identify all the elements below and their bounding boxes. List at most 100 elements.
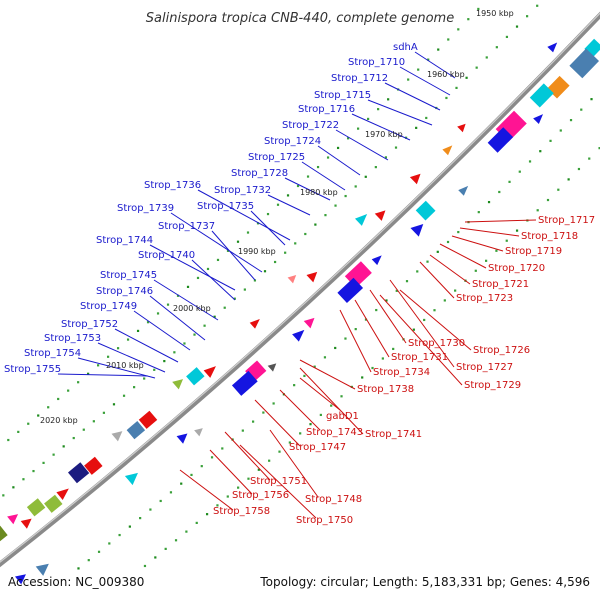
leader-line <box>211 230 256 281</box>
gene-label[interactable]: Strop_1744 <box>96 235 153 246</box>
gene-block <box>337 277 364 303</box>
gene-feature <box>533 114 544 125</box>
tick-dot <box>139 516 142 520</box>
tick-dot <box>477 7 480 11</box>
tick-dot <box>116 347 120 350</box>
gene-label[interactable]: Strop_1756 <box>232 490 289 501</box>
gene-label[interactable]: Strop_1738 <box>357 384 414 395</box>
gene-label[interactable]: Strop_1750 <box>296 515 353 526</box>
leader-line <box>399 289 472 351</box>
gene-feature <box>487 127 514 153</box>
gene-label[interactable]: Strop_1728 <box>231 168 288 179</box>
gene-label[interactable]: Strop_1725 <box>248 152 305 163</box>
gene-label[interactable]: Strop_1716 <box>298 104 355 115</box>
gene-label[interactable]: Strop_1729 <box>464 380 521 391</box>
gene-label[interactable]: Strop_1722 <box>282 120 339 131</box>
gene-label[interactable]: Strop_1720 <box>488 263 545 274</box>
gene-feature <box>457 123 466 133</box>
gene-label[interactable]: Strop_1712 <box>331 73 388 84</box>
tick-dot <box>17 430 20 434</box>
gene-label[interactable]: Strop_1727 <box>456 362 513 373</box>
gene-label[interactable]: sdhA <box>393 42 418 53</box>
tick-dot <box>384 156 388 159</box>
tick-dot <box>253 279 257 282</box>
gene-label[interactable]: Strop_1755 <box>4 364 61 375</box>
tick-dot <box>405 280 409 283</box>
gene-label[interactable]: Strop_1752 <box>61 319 118 330</box>
leader-line <box>149 244 236 291</box>
tick-dot <box>284 251 287 254</box>
tick-dot <box>156 312 160 315</box>
tick-dot <box>57 397 60 401</box>
gene-feature <box>44 494 63 513</box>
tick-dot <box>12 486 15 489</box>
tick-dot <box>126 338 130 341</box>
gene-label[interactable]: Strop_1718 <box>521 231 578 242</box>
gene-label[interactable]: Strop_1715 <box>314 90 371 101</box>
tick-dot <box>580 108 583 111</box>
tick-dot <box>190 473 193 477</box>
tick-dot <box>143 377 146 380</box>
gene-label[interactable]: Strop_1740 <box>138 250 195 261</box>
gene-label[interactable]: Strop_1719 <box>505 246 562 257</box>
accession-text: Accession: NC_009380 <box>8 575 144 589</box>
gene-label[interactable]: Strop_1731 <box>391 352 448 363</box>
tick-dot <box>263 270 267 273</box>
gene-label[interactable]: Strop_1736 <box>144 180 201 191</box>
leader-line <box>464 219 537 223</box>
gene-label[interactable]: Strop_1743 <box>306 427 363 438</box>
gene-label[interactable]: Strop_1747 <box>289 442 346 453</box>
tick-dot <box>417 68 420 71</box>
leader-line <box>197 189 291 241</box>
tick-dot <box>367 117 370 121</box>
tick-dot <box>173 351 176 354</box>
tick-dot <box>344 337 347 340</box>
gene-label[interactable]: Strop_1717 <box>538 215 595 226</box>
gene-label[interactable]: Strop_1754 <box>24 348 81 359</box>
gene-label[interactable]: Strop_1734 <box>373 367 430 378</box>
tick-dot <box>166 303 170 306</box>
gene-label[interactable]: Strop_1741 <box>365 429 422 440</box>
gene-label[interactable]: Strop_1739 <box>117 203 174 214</box>
gene-feature <box>20 518 32 529</box>
gene-block <box>569 48 600 79</box>
gene-label[interactable]: Strop_1732 <box>214 185 271 196</box>
leader-line <box>239 444 317 519</box>
tick-dot <box>200 465 203 468</box>
gene-arrow <box>306 271 318 283</box>
tick-dot <box>364 175 367 178</box>
tick-dot <box>32 469 35 473</box>
tick-dot <box>77 567 80 570</box>
tick-dot <box>505 35 509 39</box>
gene-label[interactable]: Strop_1724 <box>264 136 321 147</box>
gene-label[interactable]: Strop_1749 <box>80 301 137 312</box>
scale-tick-label: 2020 kbp <box>40 416 78 425</box>
gene-label[interactable]: Strop_1735 <box>197 201 254 212</box>
tick-dot <box>313 365 316 368</box>
gene-label[interactable]: Strop_1751 <box>250 476 307 487</box>
gene-arrow <box>124 472 138 486</box>
gene-label[interactable]: Strop_1721 <box>472 279 529 290</box>
gene-label[interactable]: Strop_1723 <box>456 293 513 304</box>
gene-label[interactable]: Strop_1746 <box>96 286 153 297</box>
gene-arrow <box>35 563 49 576</box>
gene-label[interactable]: Strop_1737 <box>158 221 215 232</box>
tick-dot <box>273 260 277 264</box>
gene-label[interactable]: Strop_1726 <box>473 345 530 356</box>
gene-label[interactable]: Strop_1753 <box>44 333 101 344</box>
gene-arrow <box>172 379 184 390</box>
gene-label[interactable]: Strop_1758 <box>213 506 270 517</box>
tick-dot <box>454 289 457 292</box>
tick-dot <box>174 539 178 542</box>
gene-label[interactable]: Strop_1748 <box>305 494 362 505</box>
tick-dot <box>465 76 468 79</box>
gene-label[interactable]: gabD1 <box>326 411 359 422</box>
gene-label[interactable]: Strop_1710 <box>348 57 405 68</box>
genome-backbone <box>0 11 600 568</box>
gene-label[interactable]: Strop_1730 <box>408 338 465 349</box>
gene-label[interactable]: Strop_1745 <box>100 270 157 281</box>
gene-block <box>415 200 436 221</box>
tick-dot <box>505 239 508 242</box>
tick-dot <box>203 324 206 327</box>
tick-dot <box>314 223 317 226</box>
